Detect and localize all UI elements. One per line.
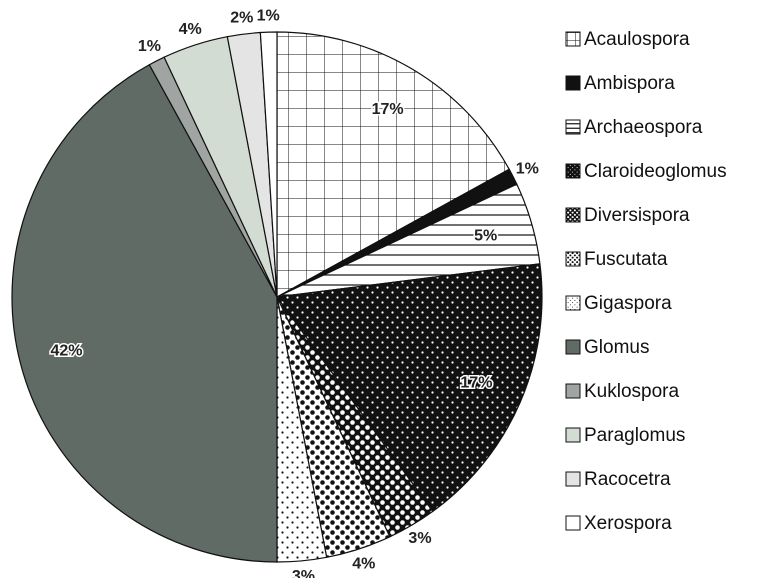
slice-label: 17% [372, 101, 404, 118]
pie: 17%1%5%17%3%4%3%42%1%4%2% 1% [11, 6, 543, 578]
slice-label: 1% [257, 7, 280, 24]
legend-swatch [565, 207, 581, 223]
slice-label: 42% [51, 342, 83, 359]
slice-label: 5% [474, 228, 497, 245]
legend-label: Xerospora [584, 513, 672, 534]
slice-label: 1% [516, 161, 539, 178]
legend-swatch [565, 295, 581, 311]
legend-label: Claroideoglomus [584, 161, 727, 182]
legend-label: Glomus [584, 337, 649, 358]
legend: Acaulospora Ambispora Archaeospora Claroide… [565, 29, 727, 534]
pie-slice [276, 31, 511, 299]
legend-label: Gigaspora [584, 293, 672, 314]
slice-label: 4% [352, 555, 375, 572]
legend-label: Fuscutata [584, 249, 668, 270]
legend-swatch [565, 383, 581, 399]
legend-swatch [565, 75, 581, 91]
legend-label: Diversispora [584, 205, 690, 226]
legend-swatch [565, 471, 581, 487]
legend-swatch [565, 163, 581, 179]
legend-label: Racocetra [584, 469, 671, 490]
legend-label: Acaulospora [584, 29, 690, 50]
pie-slice [275, 263, 543, 513]
legend-swatch [565, 427, 581, 443]
slice-label: 3% [408, 530, 431, 547]
legend-label: Ambispora [584, 73, 675, 94]
legend-swatch [565, 251, 581, 267]
legend-swatch [565, 119, 581, 135]
legend-swatch [565, 339, 581, 355]
slice-label: 4% [179, 21, 202, 38]
legend-label: Paraglomus [584, 425, 685, 446]
legend-label: Archaeospora [584, 117, 703, 138]
legend-label: Kuklospora [584, 381, 679, 402]
pie-slice [11, 63, 278, 563]
legend-swatch [565, 31, 581, 47]
legend-swatch [565, 515, 581, 531]
slice-label: 2% [230, 10, 253, 27]
slice-label: 17% [460, 375, 492, 392]
slice-label: 3% [292, 568, 315, 578]
pie-slice [259, 31, 278, 298]
slice-label: 1% [138, 38, 161, 55]
